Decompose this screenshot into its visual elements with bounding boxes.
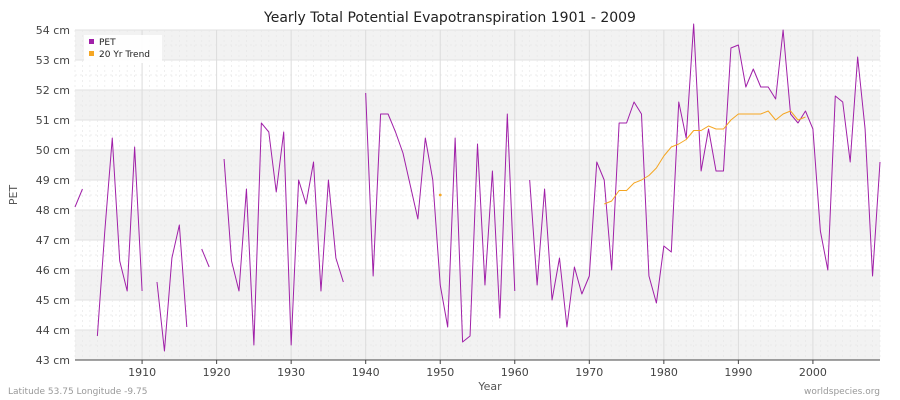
x-axis-label: Year bbox=[477, 380, 502, 393]
chart-title: Yearly Total Potential Evapotranspiratio… bbox=[263, 10, 636, 26]
y-tick-label: 46 cm bbox=[36, 264, 70, 277]
footer-location: Latitude 53.75 Longitude -9.75 bbox=[8, 387, 147, 397]
y-tick-label: 43 cm bbox=[36, 354, 70, 367]
legend-label-pet: PET bbox=[99, 38, 116, 48]
series-line-segment bbox=[529, 23, 881, 328]
series-line-segment bbox=[96, 137, 143, 337]
legend-background bbox=[84, 35, 162, 63]
series-line-segment bbox=[604, 110, 806, 205]
y-tick-label: 48 cm bbox=[36, 204, 70, 217]
legend-label-trend: 20 Yr Trend bbox=[99, 50, 150, 60]
y-tick-label: 49 cm bbox=[36, 174, 70, 187]
y-tick-label: 45 cm bbox=[36, 294, 70, 307]
y-axis-label: PET bbox=[7, 185, 20, 206]
x-tick-label: 1990 bbox=[724, 366, 752, 379]
y-tick-label: 47 cm bbox=[36, 234, 70, 247]
series-line-segment bbox=[74, 188, 83, 208]
legend-swatch-pet bbox=[89, 39, 94, 44]
legend-swatch-trend bbox=[89, 51, 94, 56]
series-line-segment bbox=[365, 92, 516, 343]
x-tick-label: 2000 bbox=[799, 366, 827, 379]
x-tick-label: 1930 bbox=[277, 366, 305, 379]
x-tick-label: 1980 bbox=[650, 366, 678, 379]
y-axis-ticks: 43 cm 44 cm 45 cm 46 cm 47 cm 48 cm 49 cm 50 cm… bbox=[36, 24, 70, 367]
x-tick-label: 1960 bbox=[501, 366, 529, 379]
legend: PET 20 Yr Trend bbox=[84, 35, 162, 63]
x-tick-label: 1970 bbox=[575, 366, 603, 379]
y-tick-label: 51 cm bbox=[36, 114, 70, 127]
x-tick-label: 1940 bbox=[352, 366, 380, 379]
y-tick-label: 54 cm bbox=[36, 24, 70, 37]
series-line-segment bbox=[201, 248, 210, 268]
x-tick-label: 1950 bbox=[426, 366, 454, 379]
x-tick-label: 1920 bbox=[203, 366, 231, 379]
y-tick-label: 52 cm bbox=[36, 84, 70, 97]
series-isolated-point bbox=[438, 193, 442, 197]
series-trend bbox=[438, 110, 806, 205]
series-layer bbox=[74, 23, 881, 352]
series-line-segment bbox=[223, 122, 344, 346]
y-tick-label: 53 cm bbox=[36, 54, 70, 67]
x-tick-label: 1910 bbox=[128, 366, 156, 379]
grid bbox=[74, 29, 881, 361]
y-tick-label: 44 cm bbox=[36, 324, 70, 337]
series-pet bbox=[74, 23, 881, 352]
footer-source: worldspecies.org bbox=[804, 387, 880, 397]
y-tick-label: 50 cm bbox=[36, 144, 70, 157]
series-line-segment bbox=[156, 224, 188, 352]
x-axis-ticks: 1910 1920 1930 1940 1950 1960 1970 1980 1990 2000 bbox=[128, 360, 827, 379]
